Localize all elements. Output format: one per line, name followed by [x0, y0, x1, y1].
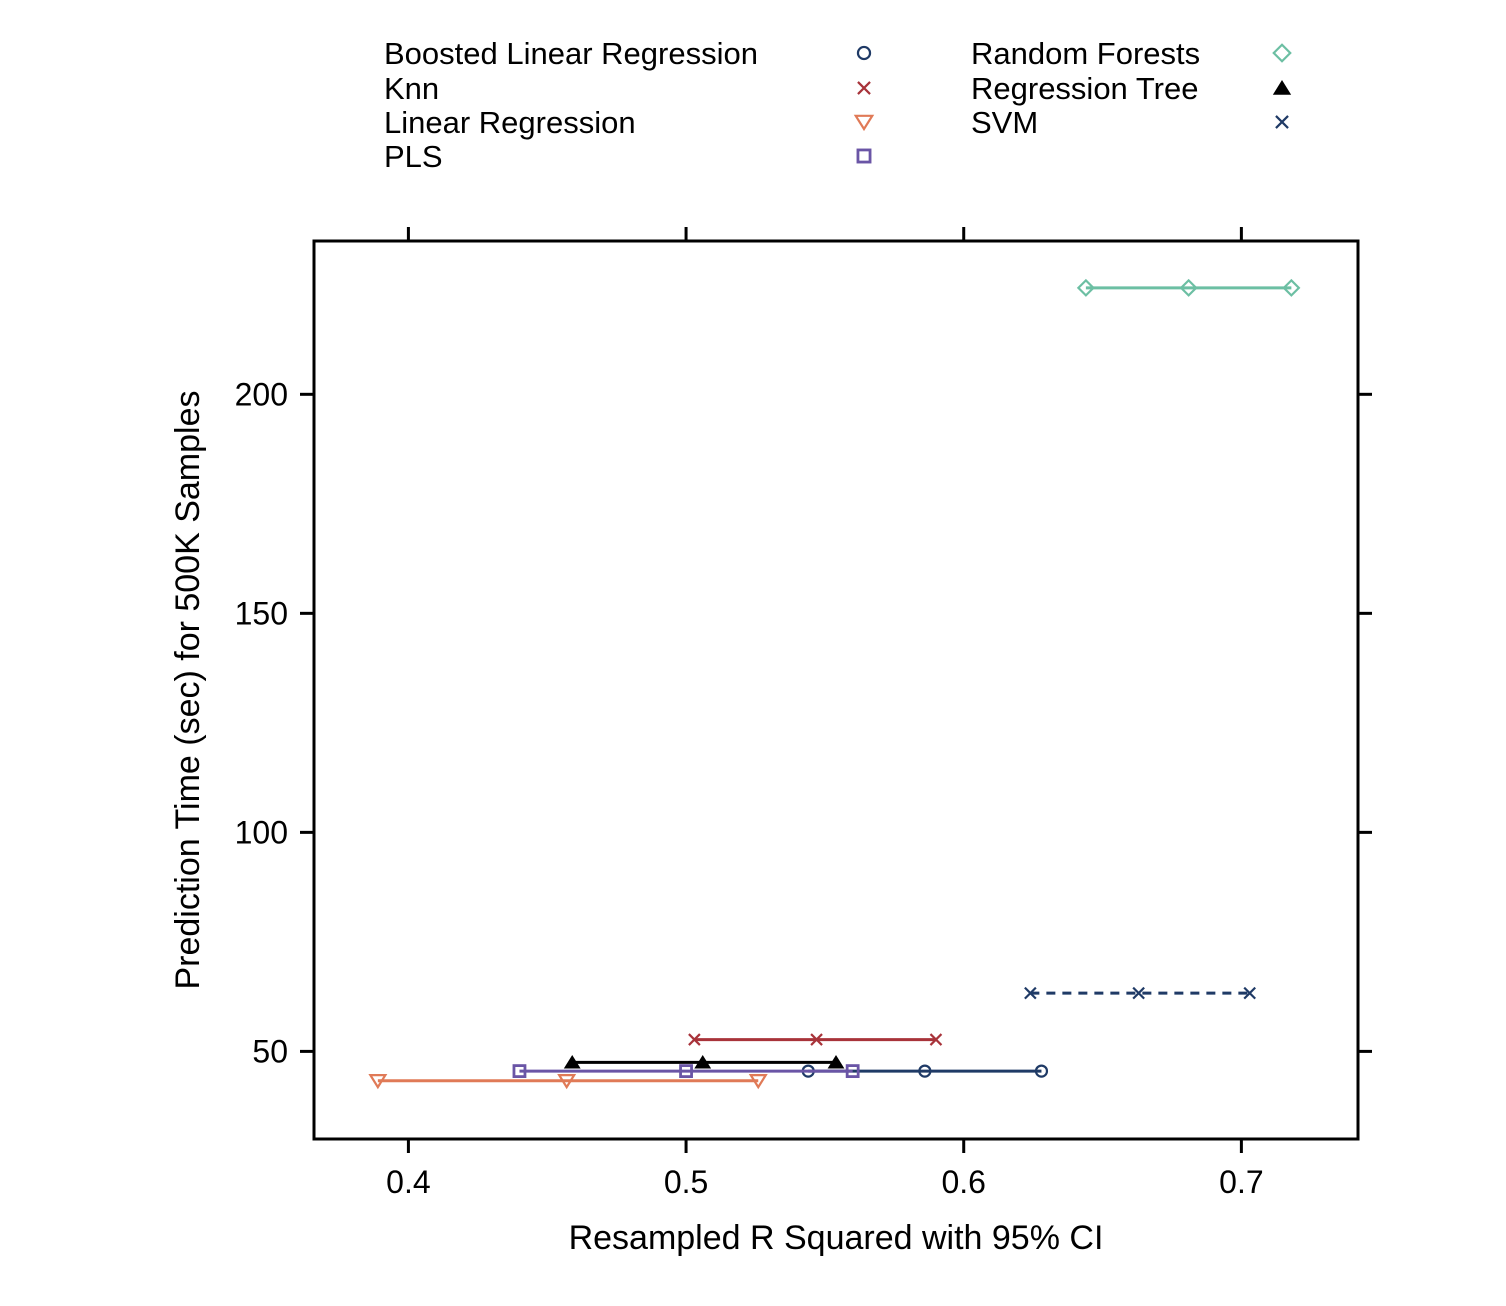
legend-label: Boosted Linear Regression: [384, 36, 758, 71]
legend-marker-knn: [857, 81, 871, 95]
point-random-forests: [1282, 278, 1301, 297]
series-svm: [1024, 986, 1256, 1000]
point-svm: [1243, 986, 1256, 1000]
y-tick-label: 200: [235, 376, 288, 412]
legend-item-svm: SVM: [971, 105, 1289, 140]
legend-label: Linear Regression: [384, 105, 636, 140]
series-pls: [512, 1064, 860, 1079]
point-random-forests: [1179, 278, 1198, 297]
point-knn: [929, 1033, 943, 1046]
legend-marker-boosted-linear-regression: [856, 45, 872, 61]
legend-marker-pls: [856, 148, 872, 164]
y-tick-label: 150: [235, 595, 288, 631]
legend-item-knn: Knn: [384, 71, 871, 106]
point-pls: [679, 1064, 693, 1079]
y-axis-title: Prediction Time (sec) for 500K Samples: [169, 390, 207, 989]
point-boosted-linear-regression: [1034, 1064, 1049, 1078]
series-linear-regression: [368, 1074, 768, 1090]
point-regression-tree: [563, 1055, 581, 1069]
point-pls: [512, 1064, 527, 1079]
legend-item-random-forests: Random Forests: [971, 36, 1292, 71]
series-regression-tree: [563, 1055, 845, 1069]
point-linear-regression: [368, 1074, 388, 1090]
point-svm: [1132, 986, 1145, 1000]
point-linear-regression: [748, 1074, 768, 1090]
legend-item-regression-tree: Regression Tree: [971, 71, 1292, 106]
point-random-forests: [1076, 278, 1095, 297]
point-pls: [845, 1064, 860, 1079]
legend-marker-random-forests: [1272, 43, 1292, 63]
legend-label: Regression Tree: [971, 71, 1198, 106]
legend-marker-svm: [1275, 115, 1289, 129]
legend-item-boosted-linear-regression: Boosted Linear Regression: [384, 36, 872, 71]
x-tick-label: 0.7: [1219, 1164, 1263, 1200]
axes: 0.4 0.5 0.6 0.7 50 100 150 200: [235, 227, 1372, 1200]
x-tick-label: 0.4: [386, 1164, 430, 1200]
point-knn: [688, 1033, 701, 1046]
plot-frame: [312, 239, 1360, 1141]
point-boosted-linear-regression: [918, 1064, 932, 1078]
point-svm: [1024, 986, 1037, 1000]
x-axis-title: Resampled R Squared with 95% CI: [569, 1219, 1104, 1257]
legend-item-pls: PLS: [384, 139, 872, 174]
point-knn: [810, 1033, 823, 1046]
legend-marker-regression-tree: [1272, 80, 1292, 95]
point-regression-tree: [827, 1055, 845, 1069]
legend-label: Random Forests: [971, 36, 1200, 71]
point-regression-tree: [694, 1055, 712, 1069]
series-knn: [688, 1033, 943, 1046]
y-tick-label: 50: [252, 1033, 288, 1069]
legend-label: Knn: [384, 71, 439, 106]
x-tick-label: 0.6: [941, 1164, 985, 1200]
series-layer: [368, 278, 1301, 1090]
legend-label: PLS: [384, 139, 443, 174]
legend-item-linear-regression: Linear Regression: [384, 105, 875, 140]
y-tick-label: 100: [235, 814, 288, 850]
x-tick-label: 0.5: [664, 1164, 708, 1200]
legend-marker-linear-regression: [853, 114, 875, 132]
legend-label: SVM: [971, 105, 1038, 140]
series-random-forests: [1076, 278, 1301, 297]
point-linear-regression: [557, 1074, 577, 1090]
